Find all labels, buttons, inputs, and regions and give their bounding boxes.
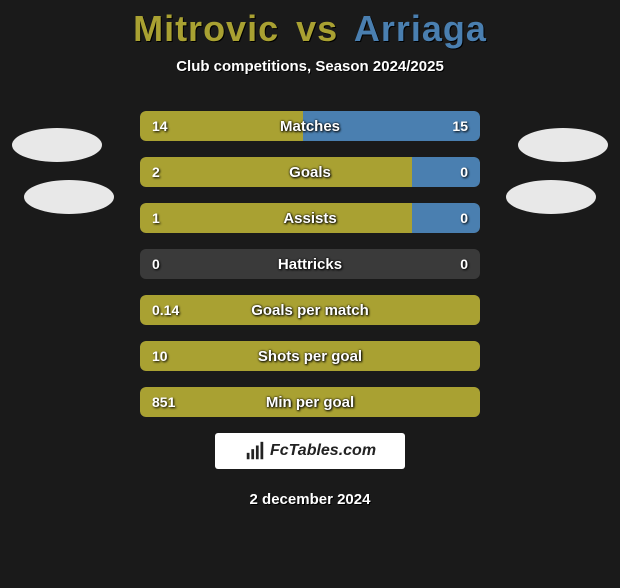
stat-row: Shots per goal10 [140,341,480,371]
stats-container: Matches1415 Goals20 Assists10 Hattricks0 0 Go… [140,111,480,417]
footer-badge[interactable]: FcTables.com [215,433,405,469]
stat-bar-left [140,111,303,141]
subtitle: Club competitions, Season 2024/2025 [0,58,620,75]
stat-row: Hattricks0 0 [140,249,480,279]
stat-row: Matches1415 [140,111,480,141]
player2-club-badge [506,180,596,214]
comparison-title: Mitrovic vs Arriaga [0,8,620,50]
player1-name: Mitrovic [133,8,279,49]
stat-value-right: 0 [460,249,468,279]
player1-avatar [12,128,102,162]
stat-bar-left [140,203,412,233]
stat-row: Goals per match0.14 [140,295,480,325]
stat-row: Min per goal851 [140,387,480,417]
stat-row: Goals20 [140,157,480,187]
date-text: 2 december 2024 [0,491,620,508]
vs-text: vs [296,8,338,49]
stat-bar-right [303,111,480,141]
stat-bar-right [412,157,480,187]
stat-bar-left [140,157,412,187]
stat-label: Hattricks [140,249,480,279]
stat-bar-right [412,203,480,233]
player2-name: Arriaga [354,8,487,49]
stat-value-left: 0 [152,249,160,279]
footer-site-text: FcTables.com [270,442,376,460]
stat-row: Assists10 [140,203,480,233]
player2-avatar [518,128,608,162]
player1-club-badge [24,180,114,214]
chart-icon [244,440,266,462]
stat-bar-left [140,341,480,371]
stat-bar-left [140,295,480,325]
stat-bar-left [140,387,480,417]
